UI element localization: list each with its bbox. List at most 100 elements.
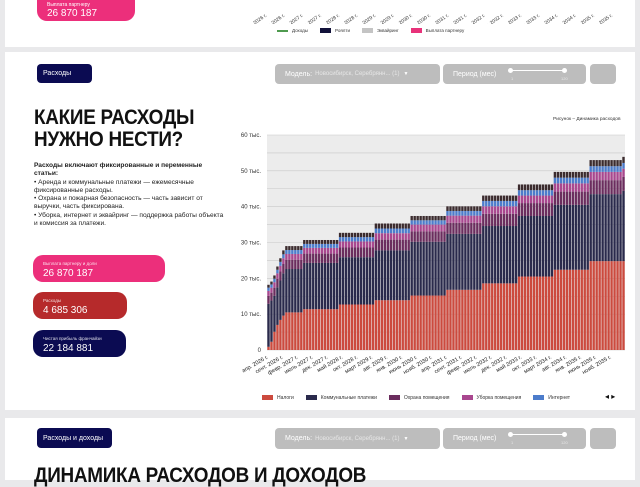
bar-segment xyxy=(443,224,446,232)
x-tick-label: окт. 2030 г. xyxy=(408,13,432,24)
x-tick-label: окт. 2034 г. xyxy=(554,13,578,24)
bar-segment xyxy=(601,261,604,350)
bar-segment xyxy=(341,237,345,242)
legend-item[interactable]: Эквайринг xyxy=(361,28,399,34)
bar-segment xyxy=(356,304,360,350)
bar-segment xyxy=(538,190,542,196)
bar-segment xyxy=(309,253,312,263)
bar-segment xyxy=(371,304,375,350)
legend-item[interactable]: Роялти xyxy=(320,28,350,34)
slider-handle-max[interactable] xyxy=(562,432,567,437)
bar-segment xyxy=(276,287,279,325)
bar-segment xyxy=(374,239,378,251)
income-expenses-tab-button[interactable]: Расходы и доходы xyxy=(37,428,112,448)
bar-segment xyxy=(428,224,431,232)
expenses-tab-button[interactable]: Расходы xyxy=(37,64,92,83)
legend-item[interactable]: Налоги xyxy=(262,395,294,401)
bar-segment xyxy=(440,295,443,350)
bar-segment xyxy=(604,171,607,181)
bar-segment xyxy=(407,300,410,350)
legend-next-page-icon[interactable]: ◂ ▸ xyxy=(605,392,616,401)
bar-segment xyxy=(467,289,470,350)
bar-segment xyxy=(374,223,378,229)
bar-segment xyxy=(470,289,473,350)
bar-segment xyxy=(559,204,563,270)
bar-segment xyxy=(458,289,461,350)
bar-segment xyxy=(526,215,530,277)
bar-segment xyxy=(440,224,443,232)
bar-segment xyxy=(335,243,339,248)
reset-button[interactable] xyxy=(590,64,616,84)
bar-segment xyxy=(526,195,530,204)
bar-segment xyxy=(616,166,619,172)
bar-segment xyxy=(356,247,360,258)
bar-segment xyxy=(404,233,407,240)
bar-segment xyxy=(583,204,586,270)
bar-segment xyxy=(580,183,583,192)
bar-segment xyxy=(291,246,294,251)
bar-segment xyxy=(306,247,309,254)
bar-segment xyxy=(529,215,533,277)
bar-segment xyxy=(452,233,455,290)
bar-segment xyxy=(341,232,345,238)
slider-handle-max[interactable] xyxy=(562,68,567,73)
period-slider[interactable] xyxy=(508,432,567,437)
bar-segment xyxy=(508,200,512,207)
bar-segment xyxy=(318,247,321,254)
y-tick-label: 30 тыс. xyxy=(241,241,261,247)
bar-segment xyxy=(353,247,357,258)
bar-segment xyxy=(559,183,563,192)
slider-handle-min[interactable] xyxy=(508,68,513,73)
legend-item[interactable]: Уборка помещения xyxy=(461,395,521,401)
bar-segment xyxy=(467,215,470,223)
bar-segment xyxy=(273,282,276,288)
bar-segment xyxy=(541,203,545,216)
slider-handle-min[interactable] xyxy=(508,432,513,437)
bar-segment xyxy=(383,233,387,240)
bar-segment xyxy=(482,213,485,227)
period-slider[interactable] xyxy=(508,68,567,73)
bar-segment xyxy=(428,295,431,350)
figure-caption: Рисунок – Динамика расходов xyxy=(553,117,621,122)
bar-segment xyxy=(473,210,476,216)
bar-segment xyxy=(437,241,440,296)
bar-segment xyxy=(401,239,404,251)
bar-segment xyxy=(497,283,500,350)
bar-segment xyxy=(267,295,270,304)
model-dropdown[interactable]: Модель: Новосибирск, Серебрянн... (1) ▼ xyxy=(275,428,440,449)
bar-segment xyxy=(323,243,327,248)
bar-segment xyxy=(347,304,351,350)
bar-segment xyxy=(565,183,569,192)
bar-segment xyxy=(562,171,566,178)
bar-segment xyxy=(497,206,500,214)
legend-item[interactable]: Интернет xyxy=(533,395,570,401)
legend-item[interactable]: Охрана помещения xyxy=(388,395,450,401)
bar-segment xyxy=(359,237,363,242)
bar-segment xyxy=(362,257,366,305)
bar-segment xyxy=(392,239,395,251)
bar-segment xyxy=(464,215,467,223)
bar-segment xyxy=(344,247,348,258)
bar-segment xyxy=(282,315,285,350)
bar-segment xyxy=(562,191,566,205)
model-dropdown[interactable]: Модель: Новосибирск, Серебрянн... (1) ▼ xyxy=(275,64,440,84)
bar-segment xyxy=(458,233,461,290)
bar-segment xyxy=(273,275,276,279)
expenses-card: Расходы 4 685 306 xyxy=(33,292,127,319)
bar-segment xyxy=(341,241,345,248)
bar-segment xyxy=(571,204,574,270)
bar-segment xyxy=(380,223,384,229)
bar-segment xyxy=(538,195,542,204)
bar-segment xyxy=(347,241,351,248)
bar-segment xyxy=(467,222,470,234)
legend-item[interactable]: Выплата партнеру xyxy=(410,28,464,34)
bar-segment xyxy=(288,250,291,254)
bar-segment xyxy=(485,213,488,227)
bar-segment xyxy=(455,210,458,216)
legend-item[interactable]: Коммунальные платежи xyxy=(305,395,377,401)
bar-segment xyxy=(538,203,542,216)
bar-segment xyxy=(511,283,515,350)
bar-segment xyxy=(523,195,527,204)
legend-item[interactable]: Доходы xyxy=(277,28,308,33)
reset-button[interactable] xyxy=(590,428,616,449)
